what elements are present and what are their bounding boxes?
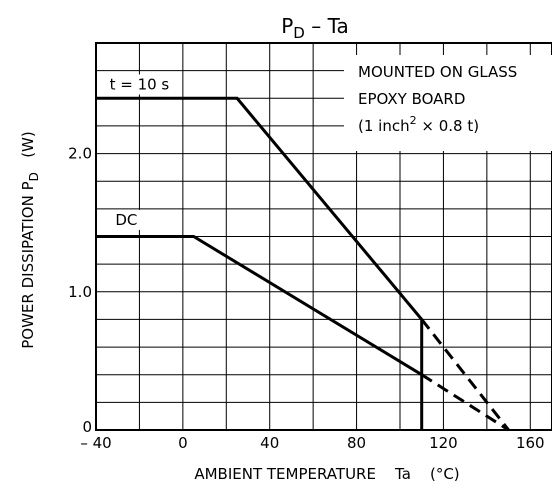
- annotation-line-2: EPOXY BOARD: [358, 90, 465, 108]
- annotation-line-3: (1 inch2 × 0.8 t): [358, 114, 479, 135]
- x-tick-label: 160: [516, 434, 545, 452]
- x-axis-label: AMBIENT TEMPERATURE Ta (°C): [194, 465, 459, 483]
- y-axis-label: POWER DISSIPATION PD (W): [19, 131, 41, 349]
- annotation-box: [344, 55, 552, 151]
- chart-title: PD – Ta: [281, 14, 349, 42]
- series-label: DC: [115, 211, 137, 229]
- y-tick-label: 1.0: [68, 283, 92, 301]
- series-lines: [96, 96, 510, 432]
- x-tick-label: 120: [429, 434, 458, 452]
- series-line-dc: [96, 235, 423, 376]
- derating-extension-line: [420, 373, 510, 432]
- derating-extension-line: [420, 318, 510, 431]
- y-tick-label: 2.0: [68, 145, 92, 163]
- series-label-background: [105, 74, 174, 95]
- x-tick-label: 80: [347, 434, 366, 452]
- x-tick-label: 0: [178, 434, 188, 452]
- series-label: t = 10 s: [110, 75, 170, 93]
- x-tick-label: – 40: [80, 434, 111, 452]
- series-label-background: [111, 209, 142, 230]
- y-tick-label: 0: [82, 418, 92, 436]
- x-tick-label: 40: [260, 434, 279, 452]
- annotation-line-1: MOUNTED ON GLASS: [358, 63, 517, 81]
- series-labels: t = 10 s DC: [105, 74, 174, 230]
